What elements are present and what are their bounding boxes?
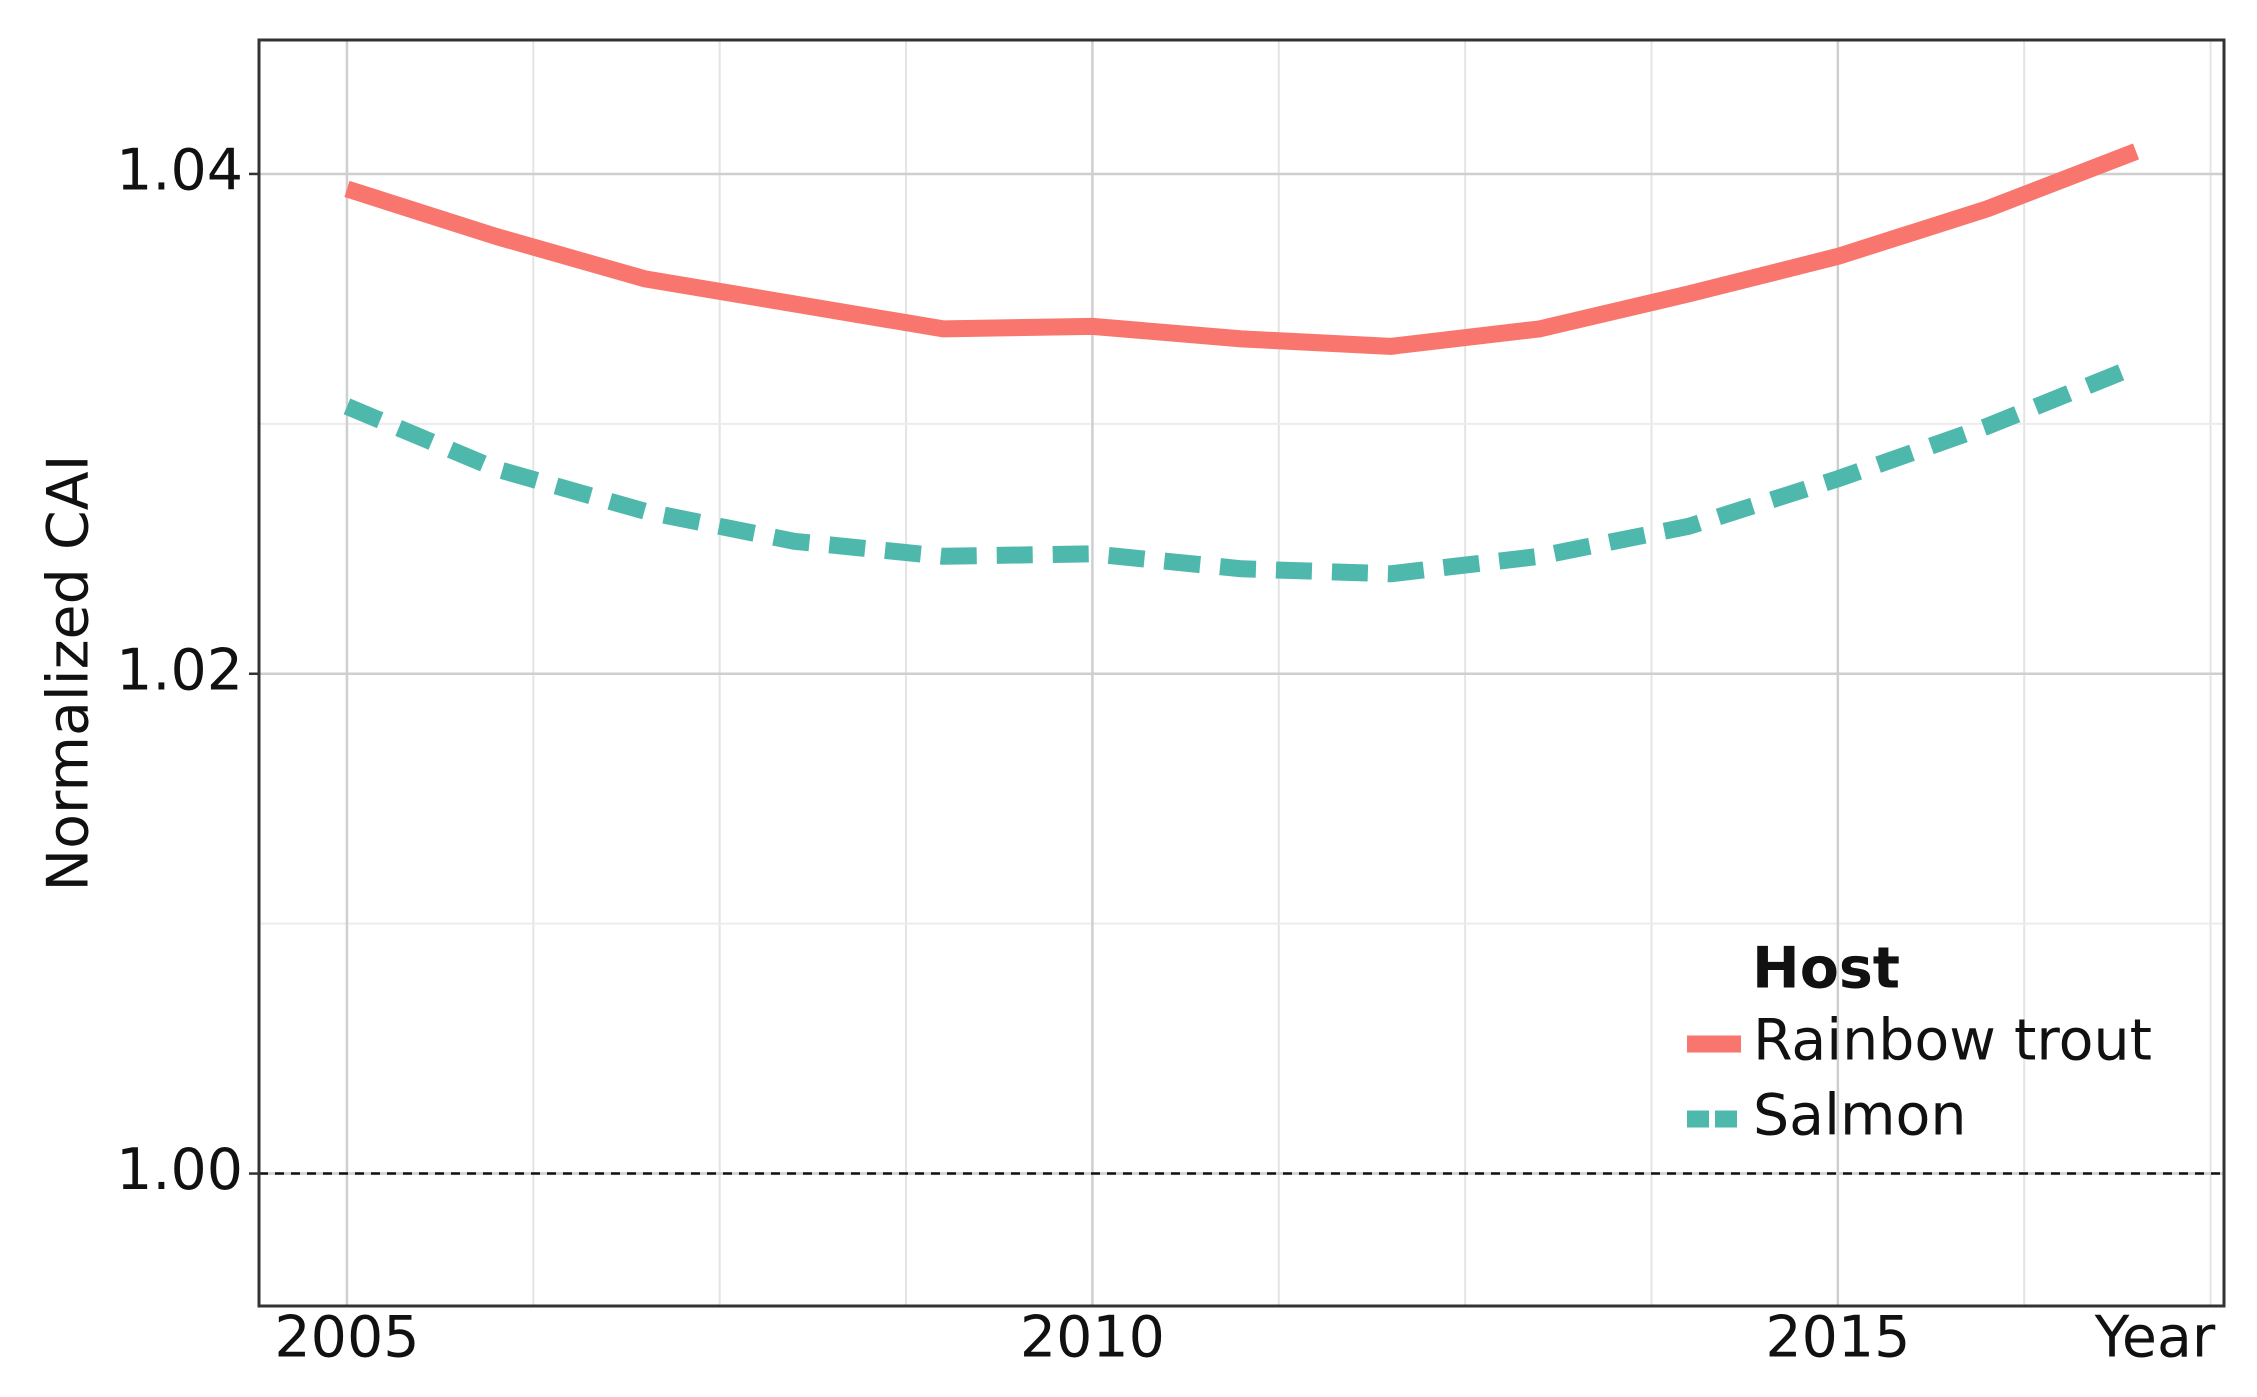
plot-frame: [257, 38, 2226, 1308]
series-line: [343, 358, 2140, 583]
legend-label: Rainbow trout: [1753, 1008, 2152, 1074]
y-tick-label: 1.00: [116, 1137, 243, 1203]
x-axis-label: Year: [2094, 1305, 2216, 1371]
y-tick-label: 1.02: [116, 637, 243, 703]
x-tick-label: 2010: [1020, 1305, 1165, 1371]
y-axis-label: Normalized CAI: [36, 455, 102, 892]
y-tick-label: 1.04: [116, 138, 243, 204]
series-line: [344, 143, 2140, 355]
legend-label: Salmon: [1753, 1083, 1966, 1149]
x-tick-label: 2005: [274, 1305, 419, 1371]
x-tick-label: 2015: [1765, 1305, 1910, 1371]
legend-title: Host: [1752, 936, 1900, 1002]
